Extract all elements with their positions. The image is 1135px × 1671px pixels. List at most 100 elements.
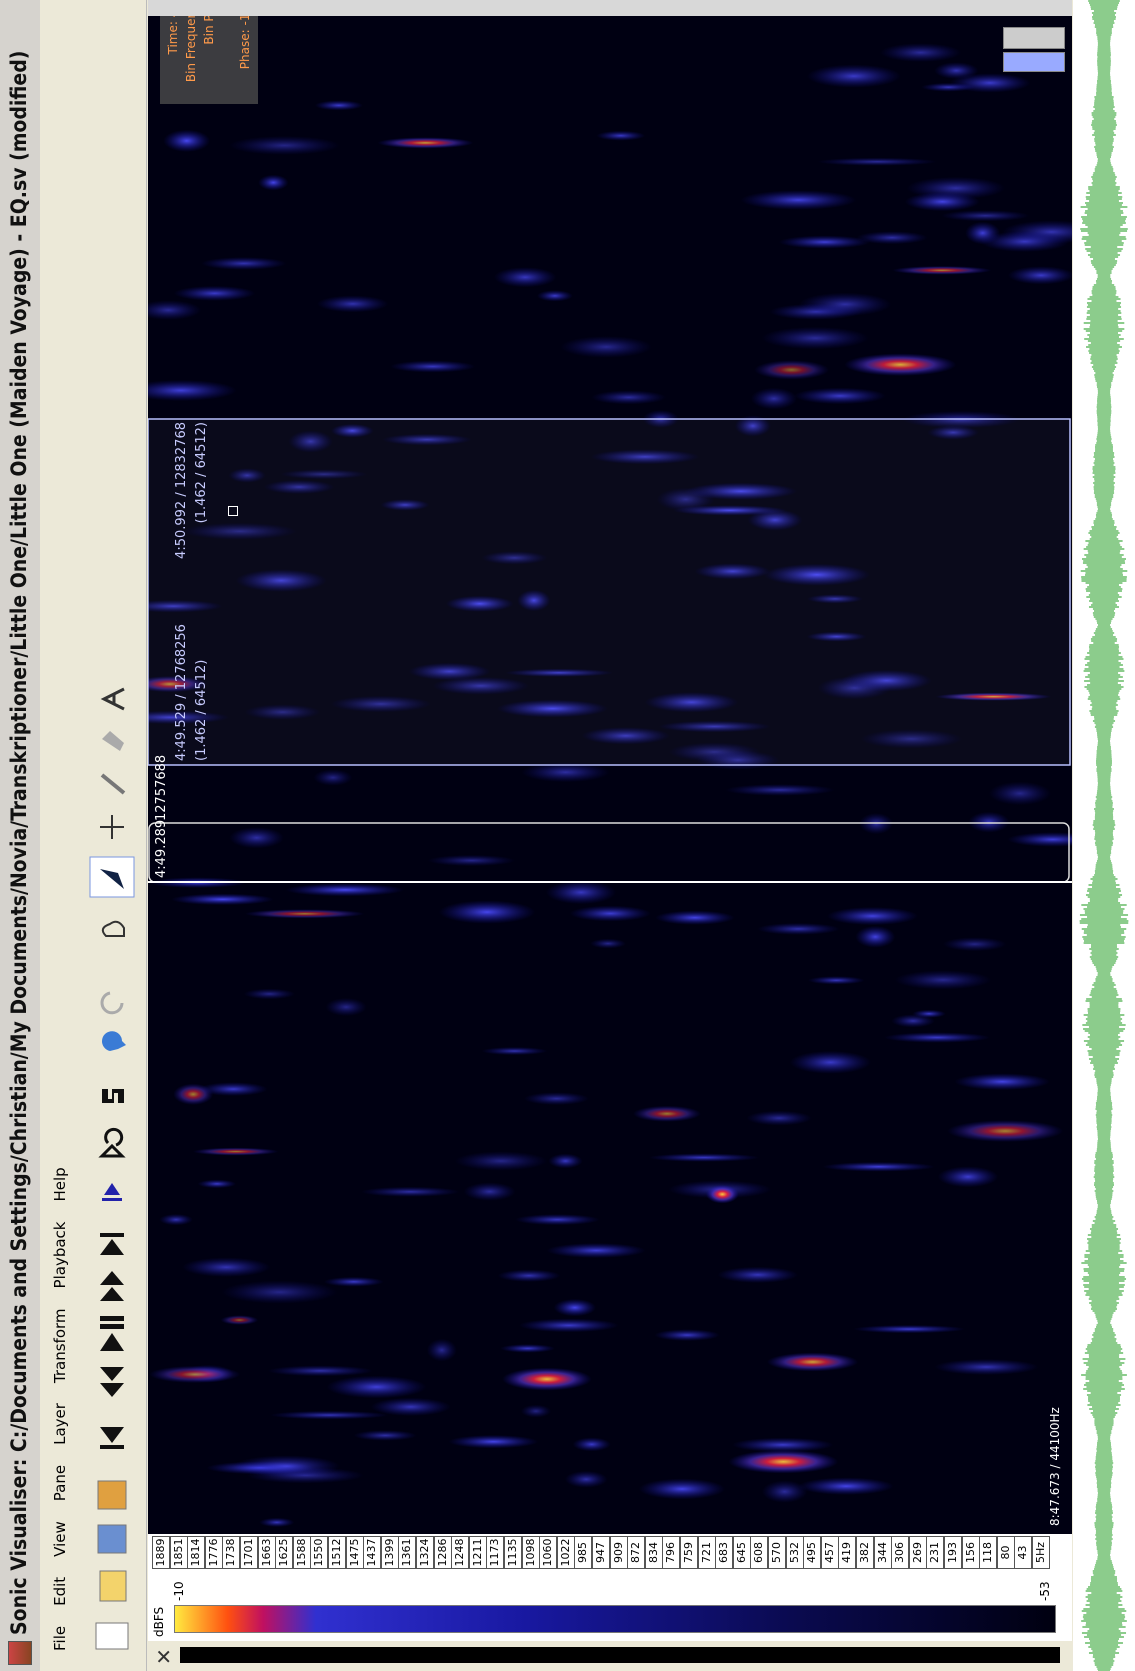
frequency-label: 1814: [187, 1536, 205, 1569]
spectrogram: [148, 16, 1072, 1534]
spectral-peak: [1007, 832, 1072, 847]
frequency-label: 1588: [293, 1536, 311, 1569]
spectral-peak: [779, 235, 870, 248]
spectral-peak: [934, 62, 978, 79]
spectrogram-pane: 4:49.289 12757688 4:49.529 / 12768256 (1…: [148, 16, 1072, 1534]
page: Sonic Visualiser: C:/Documents and Setti…: [0, 0, 1135, 1671]
frequency-label: 834: [645, 1536, 663, 1569]
navigate-tool[interactable]: [103, 922, 124, 936]
playhead-time: 4:49.289: [154, 820, 169, 878]
spectral-peak: [905, 192, 980, 211]
spectral-peak: [285, 883, 404, 896]
spectral-peak: [163, 130, 210, 152]
frequency-label: 1022: [557, 1536, 575, 1569]
menu-item[interactable]: Pane: [51, 1465, 69, 1501]
spectral-peak: [537, 290, 573, 301]
spectral-peak: [570, 906, 651, 922]
spectral-peak: [354, 1430, 417, 1441]
zoom-control[interactable]: [1003, 27, 1065, 49]
spectral-peak: [717, 1267, 798, 1283]
info-line: Phase: -1.31821 - -0.267784: [236, 16, 254, 98]
spectral-peak: [464, 1182, 516, 1200]
export-button[interactable]: [98, 1481, 126, 1509]
spectral-peak: [754, 360, 829, 379]
spectral-peak: [751, 388, 797, 410]
spectral-peak: [198, 1180, 236, 1189]
spectral-peak: [767, 1352, 858, 1371]
loop-button[interactable]: [102, 1129, 122, 1156]
spectral-peak: [519, 1318, 619, 1332]
spectral-peak: [524, 1092, 589, 1105]
spectral-peak: [565, 1471, 608, 1488]
spectral-peak: [428, 855, 515, 866]
frequency-label: 1437: [363, 1536, 381, 1569]
open-button[interactable]: [100, 1571, 126, 1601]
frequency-label: 1399: [381, 1536, 399, 1569]
undo-button[interactable]: [102, 1031, 126, 1051]
pan-control[interactable]: [1003, 52, 1065, 72]
frequency-label: 156: [962, 1536, 980, 1569]
spectral-peak: [174, 286, 255, 301]
waveform-pane: [1073, 0, 1135, 1671]
measure-tool[interactable]: [104, 689, 124, 709]
save-button[interactable]: [98, 1525, 126, 1553]
menu-item[interactable]: View: [51, 1521, 69, 1557]
frequency-label: 382: [856, 1536, 874, 1569]
menu-item[interactable]: File: [51, 1626, 69, 1651]
spectral-peak: [762, 1480, 808, 1502]
forward-end-button[interactable]: [100, 1233, 124, 1255]
frequency-label: 1098: [522, 1536, 540, 1569]
spectral-peak: [222, 1281, 338, 1304]
info-line: dB: -21 - -20: [218, 16, 236, 98]
spectral-peak: [229, 827, 284, 848]
frequency-label: 947: [592, 1536, 610, 1569]
spectral-peak: [938, 1166, 998, 1187]
scale-unit: dBFS: [152, 1607, 166, 1637]
close-pane-button[interactable]: ✕: [152, 1648, 176, 1665]
selection-start-detail: (1.462 / 64512): [194, 660, 209, 761]
spectral-peak: [546, 1243, 645, 1258]
menu-item[interactable]: Playback: [51, 1222, 69, 1289]
spectral-peak: [799, 1477, 894, 1495]
play-selection-button[interactable]: [102, 1183, 122, 1201]
rewind-button[interactable]: [100, 1367, 124, 1397]
spectral-peak: [844, 353, 956, 376]
rewind-start-button[interactable]: [100, 1427, 124, 1449]
spectral-peak: [268, 1365, 373, 1376]
selection-start-time: 4:49.529 / 12768256: [174, 624, 189, 761]
move-tool[interactable]: [100, 815, 124, 839]
frequency-label: 118: [979, 1536, 997, 1569]
spectral-peak: [498, 1269, 561, 1282]
spectral-peak: [439, 900, 536, 924]
solo-button[interactable]: [102, 1089, 124, 1103]
info-line: Time: 4:49.750 - 4:49.935: [164, 16, 182, 98]
spectral-peak: [855, 926, 895, 948]
spectral-peak: [244, 989, 295, 1000]
vertical-scroll: [148, 0, 1072, 16]
spectral-peak: [378, 137, 474, 148]
spectral-peak: [455, 1151, 548, 1170]
play-pause-button[interactable]: [100, 1316, 124, 1351]
menu-item[interactable]: Layer: [51, 1403, 69, 1445]
spectral-peak: [590, 939, 626, 949]
frequency-label: 231: [926, 1536, 944, 1569]
frequency-label: 1361: [398, 1536, 416, 1569]
spectral-peak: [591, 390, 666, 404]
selection-end-detail: (1.462 / 64512): [194, 422, 209, 523]
erase-tool[interactable]: [102, 731, 124, 751]
spectral-peak: [259, 1518, 294, 1527]
spectral-peak: [221, 1315, 259, 1325]
draw-tool[interactable]: [102, 775, 124, 793]
fast-forward-button[interactable]: [100, 1271, 124, 1301]
menu-item[interactable]: Edit: [51, 1577, 69, 1606]
spectral-peak: [654, 1329, 720, 1341]
frequency-label: 1701: [240, 1536, 258, 1569]
menu-item[interactable]: Transform: [51, 1308, 69, 1383]
spectral-peak: [515, 1214, 600, 1225]
new-button[interactable]: [96, 1623, 128, 1649]
menu-item[interactable]: Help: [51, 1167, 69, 1201]
close-strip: ✕: [148, 1641, 1072, 1671]
redo-button[interactable]: [102, 993, 122, 1013]
scale-min: -53: [1038, 1581, 1052, 1601]
playhead-box: [149, 823, 1069, 882]
